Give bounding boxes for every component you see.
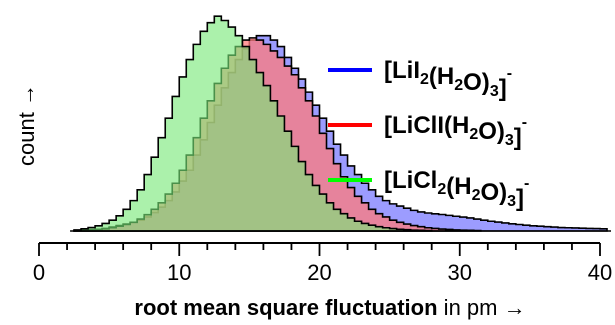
legend-label-0: [LiI2(H2O)3]- <box>384 57 512 102</box>
x-axis-title: root mean square fluctuation in pm → <box>134 295 525 320</box>
x-axis-ticks: 0 10 20 30 40 <box>33 243 612 285</box>
x-tick-label: 10 <box>167 260 191 285</box>
series-outline-2 <box>73 15 433 232</box>
x-axis-title-bold: root mean square fluctuation <box>134 295 437 320</box>
histogram-series-layer <box>70 15 612 232</box>
x-axis-title-unit: in pm → <box>438 295 526 320</box>
x-tick-label: 30 <box>448 260 472 285</box>
y-axis-title: count → <box>14 84 39 166</box>
series-area-2 <box>74 16 432 232</box>
x-tick-label: 20 <box>307 260 331 285</box>
legend-label-2: [LiCl2(H2O)3]- <box>384 167 529 212</box>
x-tick-label: 0 <box>33 260 45 285</box>
x-tick-label: 40 <box>588 260 612 285</box>
legend-label-1: [LiClI(H2O)3]- <box>384 112 527 151</box>
legend: [LiI2(H2O)3]- [LiClI(H2O)3]- [LiCl2(H2O)3]… <box>328 57 529 212</box>
